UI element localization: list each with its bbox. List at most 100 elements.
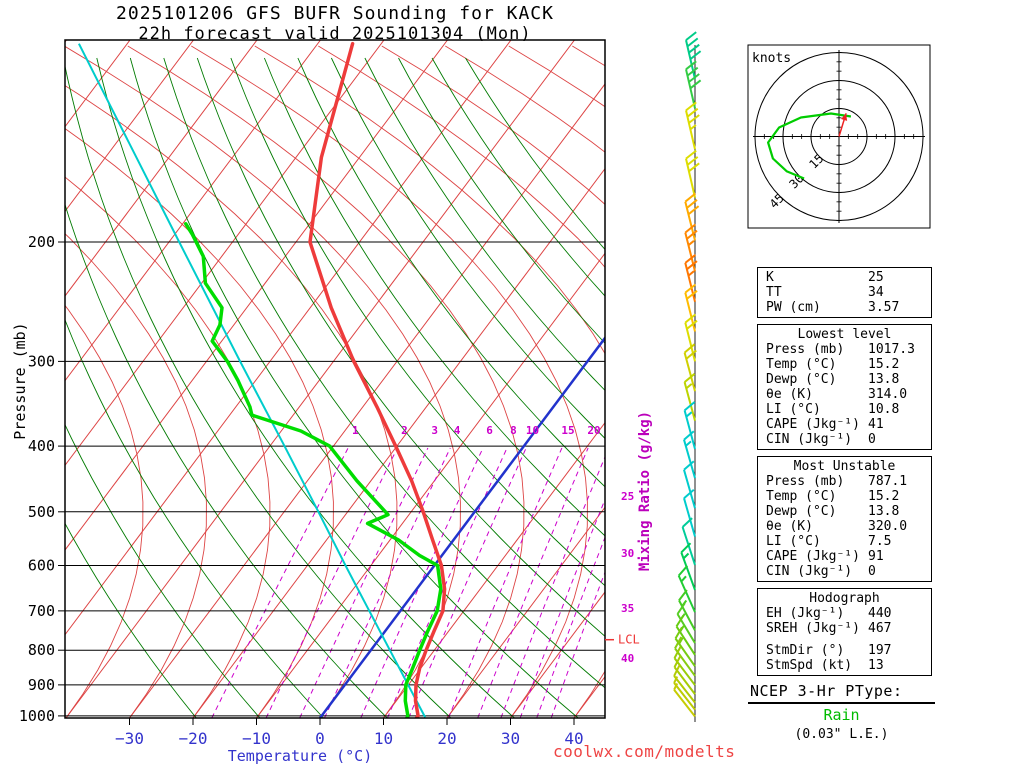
- pressure-tick-label: 200: [28, 233, 55, 251]
- lowest-level-box: Lowest level Press (mb) 1017.3 Temp (°C) 15…: [757, 324, 932, 450]
- mixing-ratio-label: 20: [587, 424, 600, 437]
- mixing-ratio-label: 15: [561, 424, 574, 437]
- dry-adiabat-line: [129, 57, 579, 718]
- moist-adiabat-line: [65, 304, 144, 718]
- wind-barb-shaft: [683, 410, 696, 450]
- isotherm-line: [65, 40, 512, 636]
- mixing-ratio-line: [519, 498, 605, 718]
- moist-adiabat-line: [65, 128, 334, 718]
- wind-barb: [685, 101, 700, 150]
- stat-label: CIN (Jkg⁻¹): [766, 564, 853, 579]
- dry-adiabat-line: [65, 318, 324, 718]
- temperature-tick-label: −20: [179, 729, 208, 748]
- wind-barb-feather: [673, 646, 682, 659]
- wind-barb-shaft: [683, 352, 696, 392]
- wind-barb: [673, 676, 696, 711]
- wind-barb-shaft: [685, 110, 696, 150]
- pressure-tick-label: 700: [28, 602, 55, 620]
- pressure-tick-label: 400: [28, 437, 55, 455]
- indices-rows: K 25 TT 34 PW (cm) 3.57: [766, 270, 931, 315]
- wind-barb-feather: [685, 101, 697, 112]
- dry-adiabat-line: [65, 423, 261, 718]
- wind-barb-feather: [683, 460, 695, 471]
- wind-barb-feather: [685, 60, 697, 71]
- stat-row: PW (cm) 3.57: [766, 300, 931, 315]
- isotherm-line: [65, 40, 194, 213]
- hodograph-stats-rows: EH (Jkg⁻¹) 440 SREH (Jkg⁻¹) 467 StmDir (°) 19…: [766, 606, 931, 673]
- stat-label: TT: [766, 285, 782, 300]
- wind-barb-feather: [685, 31, 697, 41]
- dry-adiabat-line: [230, 57, 605, 587]
- mixing-ratio-label: 4: [454, 424, 461, 437]
- mixing-ratio-line: [550, 571, 605, 718]
- skewt-background: [65, 40, 605, 718]
- mixing-ratio-line: [500, 455, 605, 718]
- stat-row: CAPE (Jkg⁻¹) 91: [766, 549, 931, 564]
- ptype-value: Rain: [823, 706, 860, 724]
- wind-barb-half-feather: [680, 575, 687, 583]
- stat-row: CAPE (Jkg⁻¹) 41: [766, 417, 931, 432]
- wind-barb-half-feather: [673, 683, 679, 691]
- wind-barb-feather: [683, 488, 695, 499]
- stat-label: LI (°C): [766, 534, 821, 549]
- wind-barb: [680, 542, 696, 591]
- most-unstable-header: Most Unstable: [793, 459, 896, 474]
- mixing-ratio-line: [477, 447, 589, 718]
- stat-row: Dewp (°C) 13.8: [766, 504, 931, 519]
- wind-barb-feather: [674, 626, 683, 639]
- isotherm-line: [65, 40, 258, 297]
- temperature-trace: [308, 41, 447, 718]
- stat-row: θe (K) 314.0: [766, 387, 931, 402]
- wind-barb: [685, 31, 702, 80]
- stat-value: 13: [868, 658, 884, 673]
- stat-label: LI (°C): [766, 402, 821, 417]
- mixing-ratio-line: [265, 447, 398, 718]
- hodograph-stats-header: Hodograph: [809, 591, 880, 606]
- mixing-ratio-line: [386, 447, 508, 718]
- pressure-tick-label: 1000: [19, 707, 55, 725]
- axes-layer: 200 300 400 500 600 700 800 900 1000 −30 −20 −10 0 10…: [19, 39, 640, 748]
- stat-label: θe (K): [766, 519, 813, 534]
- temperature-tick-label: −10: [242, 729, 271, 748]
- wind-barb-feather: [683, 430, 695, 441]
- isotherm-line: [446, 506, 605, 718]
- stat-value: 41: [868, 417, 884, 432]
- stat-value: 320.0: [868, 519, 908, 534]
- stat-label: CAPE (Jkg⁻¹): [766, 417, 860, 432]
- isotherm-line: [129, 83, 605, 718]
- isotherm-line: [192, 167, 605, 718]
- isotherm-line: [65, 40, 385, 467]
- stat-label: Dewp (°C): [766, 504, 837, 519]
- most-unstable-rows: Press (mb) 787.1 Temp (°C) 15.2 Dewp (°C) 13.…: [766, 474, 931, 579]
- wind-barb-half-feather: [685, 383, 693, 390]
- ptype-title: NCEP 3-Hr PType:: [748, 682, 935, 704]
- temperature-tick-label: 0: [315, 729, 325, 748]
- wind-barb-half-feather: [673, 676, 679, 684]
- mixing-ratio-label: 1: [352, 424, 359, 437]
- isotherm-line: [510, 591, 605, 718]
- dry-adiabat-line: [330, 57, 605, 440]
- mixing-ratio-edge-label: 35: [621, 602, 634, 615]
- wind-barb-shaft: [685, 158, 696, 198]
- isotherm-line: [383, 421, 605, 718]
- moist-adiabat-line: [127, 45, 525, 718]
- wind-barb: [685, 60, 702, 109]
- stat-row: TT 34: [766, 285, 931, 300]
- wind-barb-feather: [686, 37, 699, 48]
- stat-label: SREH (Jkg⁻¹): [766, 621, 860, 636]
- temperature-tick-label: 30: [501, 729, 520, 748]
- stat-label: EH (Jkg⁻¹): [766, 606, 845, 621]
- stat-value: 3.57: [868, 300, 900, 315]
- freezing-isotherm-line: [319, 335, 605, 718]
- stat-value: 13.8: [868, 504, 900, 519]
- wind-barb-shaft: [680, 552, 696, 591]
- stat-value: 787.1: [868, 474, 908, 489]
- mixing-ratio-label: 2: [401, 424, 408, 437]
- wind-barb: [685, 149, 700, 198]
- wind-barb-feather: [684, 192, 697, 203]
- wind-barb-feather: [689, 50, 702, 60]
- wind-barb: [683, 401, 696, 450]
- moist-adiabat-line: [65, 85, 398, 718]
- wind-barb-feather: [686, 290, 698, 300]
